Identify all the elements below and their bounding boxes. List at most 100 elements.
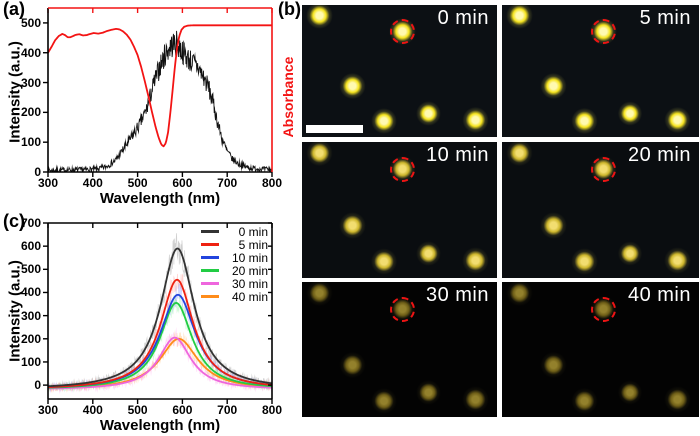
highlight-circle [590, 156, 616, 182]
particle-dot [590, 18, 617, 45]
legend-line-swatch [201, 243, 219, 246]
panel-a-chart-canvas [0, 0, 300, 210]
x-tick-label: 800 [261, 403, 283, 417]
panel-c-legend: 0 min 5 min 10 min 20 min 30 min 40 min [201, 225, 268, 303]
particle-dot [617, 380, 643, 406]
time-label: 20 min [627, 144, 691, 166]
particle-dot [506, 5, 534, 29]
particle-dot [339, 212, 366, 239]
particle-dot [571, 248, 599, 275]
microscopy-frame: 30 min [302, 282, 497, 417]
legend-label: 0 min [238, 224, 268, 239]
y-tick-label: 100 [20, 135, 41, 150]
panel-a-y2-axis-title: Absorbance [280, 56, 296, 138]
legend-item: 0 min [201, 225, 268, 238]
microscopy-frame: 5 min [502, 5, 699, 137]
particle-dot [617, 100, 643, 126]
time-label: 5 min [639, 7, 691, 29]
x-tick-label: 500 [127, 403, 148, 417]
x-tick-label: 700 [217, 176, 238, 190]
x-tick-label: 400 [82, 403, 103, 417]
highlight-circle [389, 18, 415, 44]
particle-dot [306, 5, 333, 29]
highlight-circle [389, 156, 415, 182]
particle-dot [664, 106, 691, 134]
particle-dot [462, 106, 489, 134]
y-tick-label: 200 [20, 331, 41, 346]
x-tick-label: 800 [261, 176, 283, 190]
highlight-circle [590, 296, 616, 322]
particle-dot [416, 241, 442, 266]
particle-dot [306, 282, 333, 307]
y-tick-label: 700 [20, 216, 41, 230]
particle-dot [389, 18, 416, 45]
particle-dot [590, 295, 617, 323]
x-tick-label: 300 [37, 176, 59, 190]
legend-line-swatch [201, 295, 219, 298]
particle-dot [339, 72, 366, 100]
time-label: 0 min [437, 7, 489, 29]
highlight-circle [590, 18, 616, 44]
particle-dot [506, 282, 534, 307]
x-tick-label: 600 [172, 403, 193, 417]
particle-dot [339, 351, 366, 379]
panel-c-chart-canvas [0, 210, 300, 436]
x-tick-label: 700 [217, 403, 238, 417]
microscopy-frame: 20 min [502, 142, 699, 278]
legend-line-swatch [201, 282, 219, 285]
particle-dot [664, 386, 691, 413]
legend-item: 30 min [201, 277, 268, 290]
microscopy-frame: 0 min [302, 5, 497, 137]
particle-dot [539, 351, 567, 379]
legend-item: 10 min [201, 251, 268, 264]
microscopy-frame: 10 min [302, 142, 497, 278]
panel-c-letter: (c) [3, 211, 25, 231]
particle-dot [539, 212, 567, 239]
particle-dot [370, 107, 398, 135]
particle-dot [571, 107, 599, 135]
time-label: 40 min [627, 284, 691, 306]
y-tick-label: 300 [20, 308, 41, 323]
x-tick-label: 600 [172, 176, 193, 190]
particle-dot [389, 155, 416, 183]
particle-dot [370, 387, 398, 415]
y-tick-label: 400 [20, 285, 41, 300]
legend-label: 40 min [231, 289, 268, 304]
panel-c-kinetics-chart: (c) Intensity (a.u.) Wavelength (nm) 0 m… [0, 210, 300, 436]
panel-a-letter: (a) [3, 0, 25, 19]
particle-dot [416, 100, 442, 126]
microscopy-frame: 40 min [502, 282, 699, 417]
legend-line-swatch [201, 230, 219, 233]
legend-label: 5 min [238, 237, 268, 252]
legend-item: 40 min [201, 290, 268, 303]
y-tick-label: 600 [20, 239, 41, 254]
panel-a-spectra-chart: (a) Intensity (a.u.) Wavelength (nm) Abs… [0, 0, 300, 210]
legend-line-swatch [201, 269, 219, 272]
y-tick-label: 500 [20, 262, 41, 277]
y-tick-label: 400 [20, 45, 41, 60]
particle-dot [571, 387, 599, 415]
y-tick-label: 0 [34, 165, 41, 179]
particle-dot [416, 380, 442, 406]
legend-label: 20 min [231, 263, 268, 278]
highlight-circle [389, 296, 415, 322]
particle-dot [370, 248, 398, 275]
particle-dot [306, 142, 333, 167]
particle-dot [506, 142, 534, 167]
panel-c-x-axis-title: Wavelength (nm) [99, 417, 221, 434]
particle-dot [664, 247, 691, 274]
legend-line-swatch [201, 256, 219, 259]
x-tick-label: 500 [127, 176, 148, 190]
y-tick-label: 0 [34, 378, 41, 393]
y-tick-label: 300 [20, 75, 41, 90]
particle-dot [539, 72, 567, 100]
y-tick-label: 200 [20, 105, 41, 120]
legend-item: 5 min [201, 238, 268, 251]
scale-bar [306, 125, 363, 133]
legend-label: 10 min [231, 250, 268, 265]
particle-dot [590, 155, 617, 183]
legend-label: 30 min [231, 276, 268, 291]
x-tick-label: 400 [82, 176, 103, 190]
y-tick-label: 100 [20, 354, 41, 369]
